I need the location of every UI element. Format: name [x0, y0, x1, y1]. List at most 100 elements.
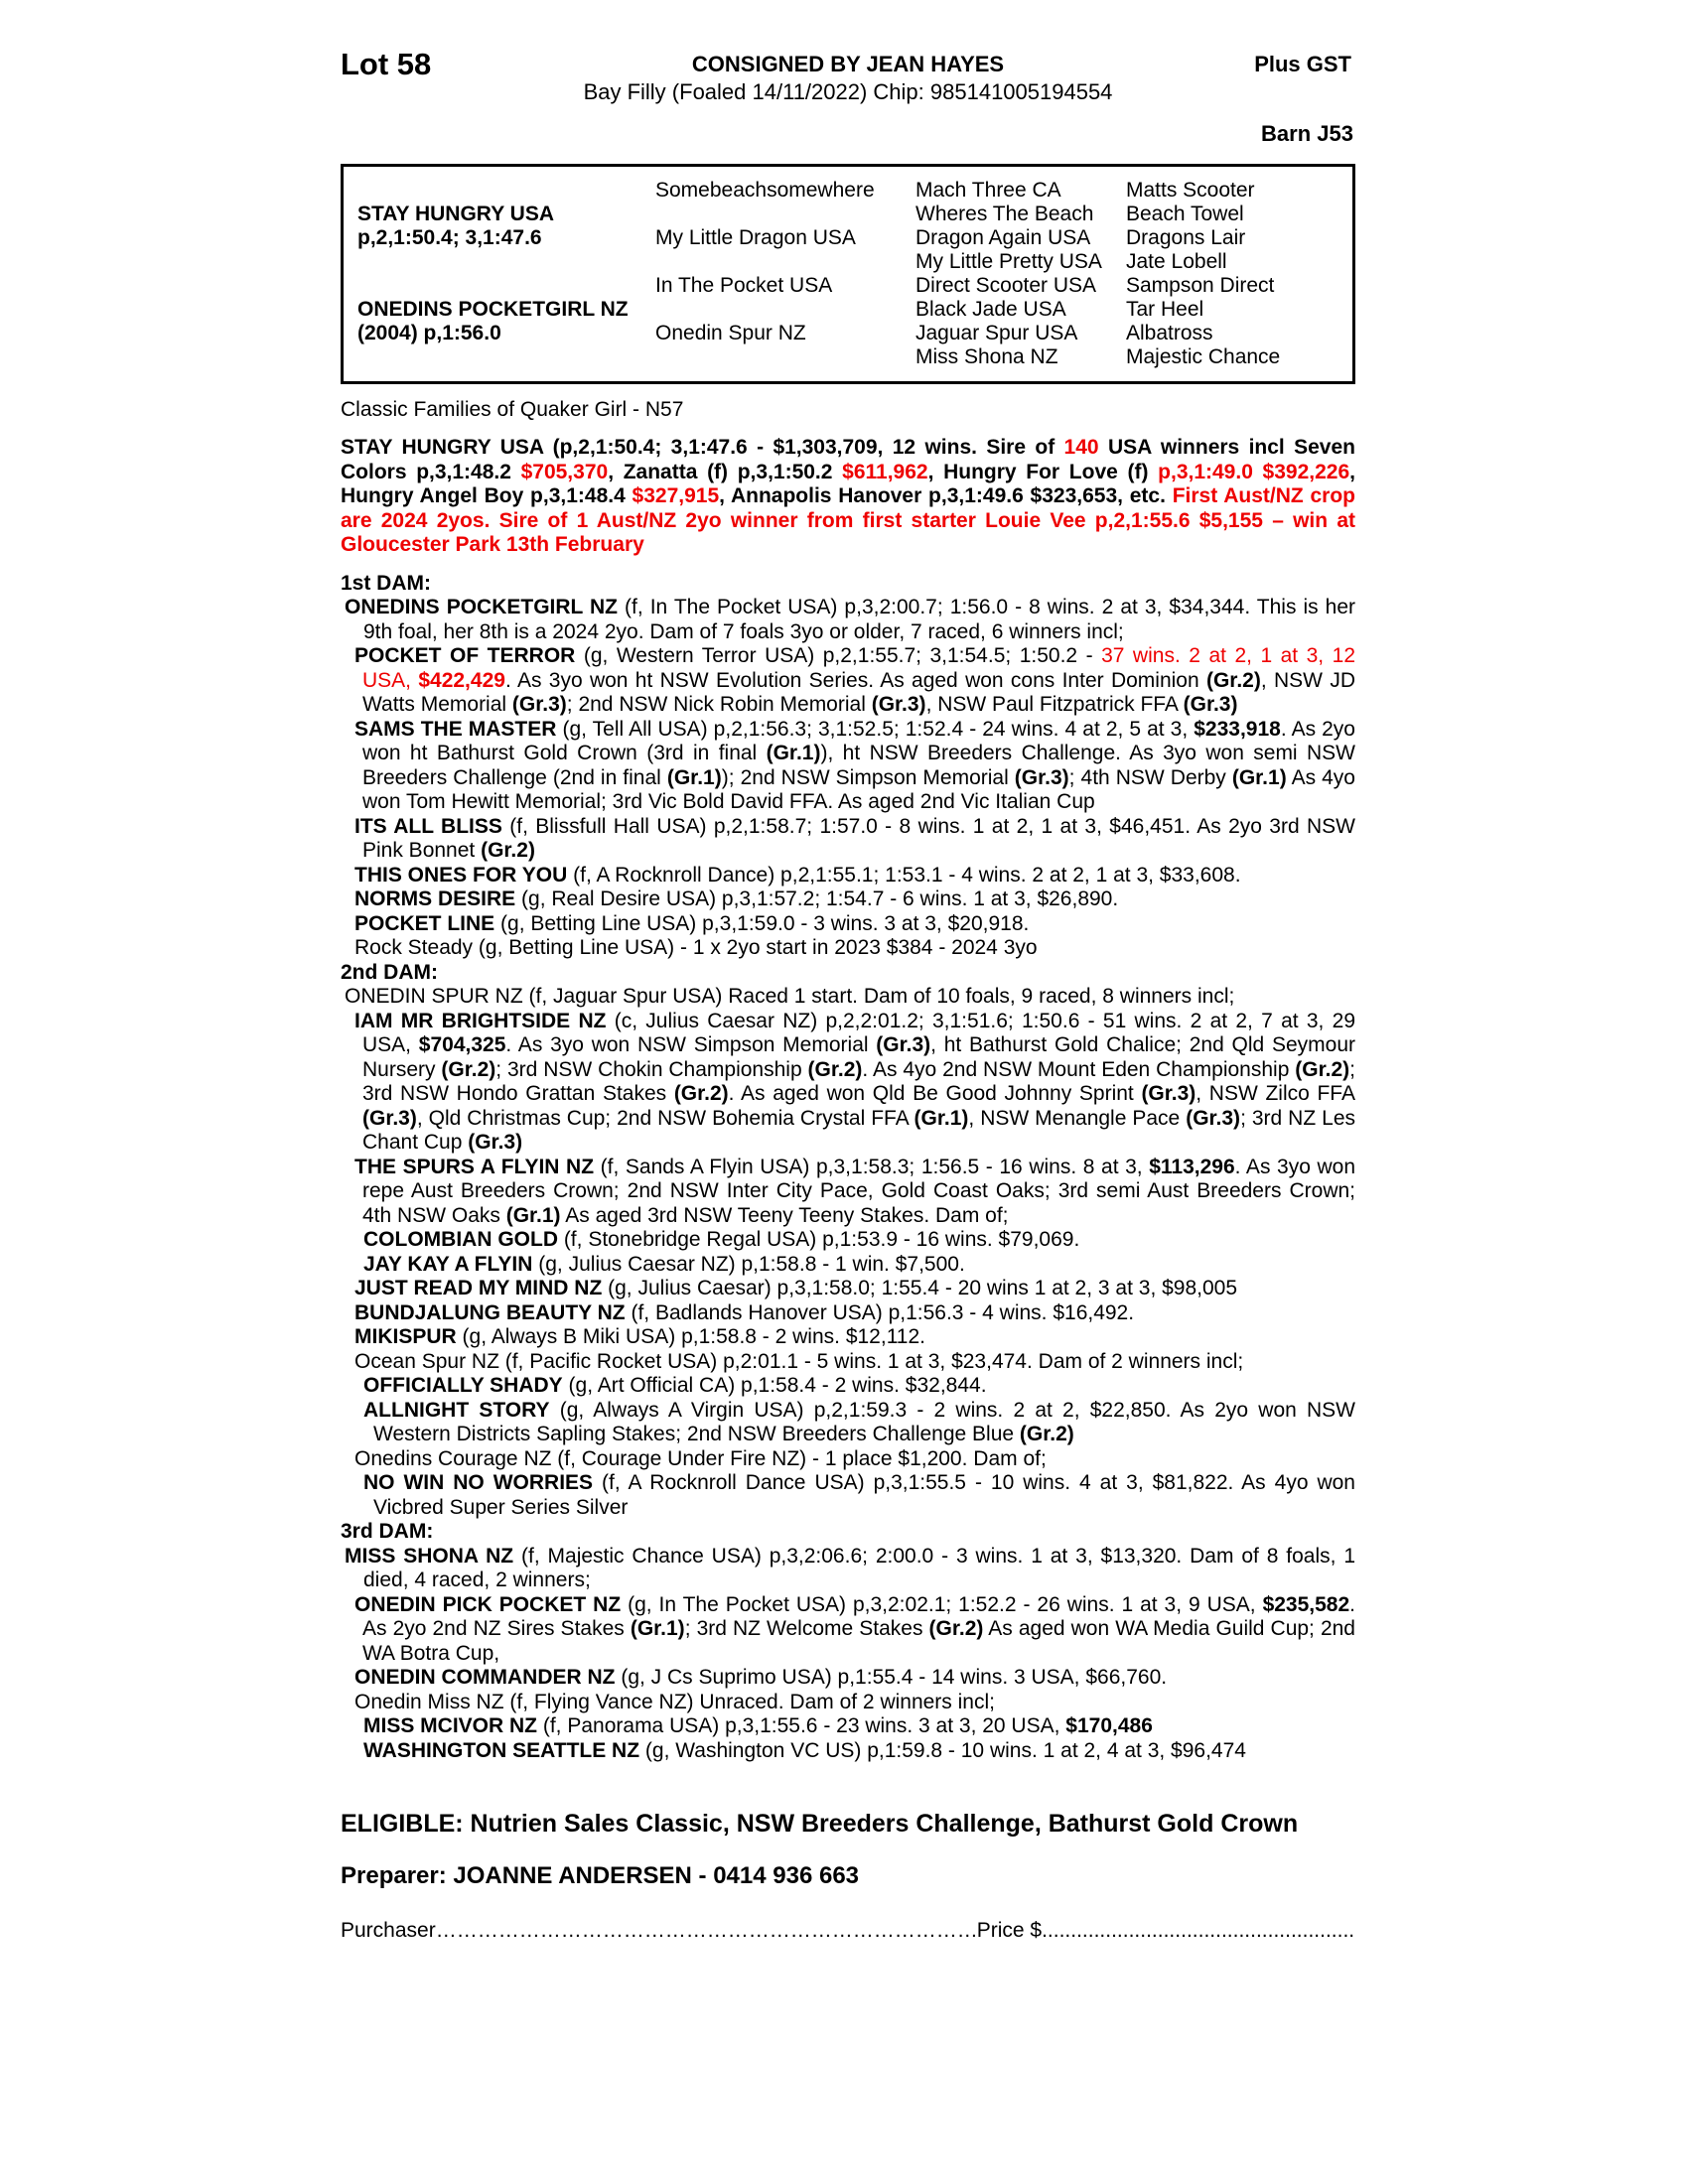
pedigree-entry: NORMS DESIRE (g, Real Desire USA) p,3,1:… [341, 887, 1355, 912]
text-run: (Gr.3) [362, 1106, 417, 1130]
eligible-line: ELIGIBLE: Nutrien Sales Classic, NSW Bre… [341, 1810, 1299, 1838]
pedigree-entry: SAMS THE MASTER (g, Tell All USA) p,2,1:… [341, 718, 1355, 815]
text-run: STAY HUNGRY USA (p,2,1:50.4; 3,1:47.6 - … [341, 436, 1064, 459]
text-run: $235,582 [1262, 1592, 1350, 1616]
text-run: (Gr.2) [807, 1057, 863, 1081]
pedigree-cell: My Little Dragon USA [655, 226, 856, 249]
pedigree-entry: Onedin Miss NZ (f, Flying Vance NZ) Unra… [341, 1691, 1355, 1715]
text-run: (Gr.2) [673, 1082, 729, 1105]
price-dotted-blank: ........................................… [1042, 1919, 1355, 1942]
text-run: ; 2nd NSW Nick Robin Memorial [566, 693, 872, 716]
text-run: (Gr.1) [766, 742, 821, 764]
text-run: . As 3yo won repe Aust Breeders Crown; 2… [362, 1155, 1356, 1227]
text-run: (f, Majestic Chance USA) p,3,2:06.6; 2:0… [363, 1544, 1356, 1592]
text-run: JAY KAY A FLYIN [363, 1252, 533, 1276]
pedigree-entry: Onedins Courage NZ (f, Courage Under Fir… [341, 1447, 1355, 1472]
text-run: (g, Always A Virgin USA) p,2,1:59.3 - 2 … [373, 1398, 1355, 1446]
text-run: (Gr.2) [1019, 1423, 1074, 1445]
pedigree-cell: Direct Scooter USA [915, 274, 1097, 297]
text-run: ; 3rd NZ Welcome Stakes [684, 1617, 929, 1640]
text-run: ALLNIGHT STORY [363, 1398, 550, 1422]
text-run: MISS MCIVOR NZ [363, 1714, 538, 1737]
text-run: , Hungry Angel Boy p,3,1:48.4 [341, 460, 1355, 508]
text-run: $422,429 [418, 668, 505, 692]
pedigree-entry: ONEDIN SPUR NZ (f, Jaguar Spur USA) Race… [341, 985, 1355, 1010]
text-run: Ocean Spur NZ (f, Pacific Rocket USA) p,… [354, 1349, 1244, 1373]
pedigree-cell: STAY HUNGRY USA [357, 203, 554, 225]
pedigree-cell: Sampson Direct [1126, 274, 1275, 297]
text-run: (Gr.3) [871, 693, 926, 716]
pedigree-entry: Rock Steady (g, Betting Line USA) - 1 x … [341, 936, 1355, 961]
text-run: (Gr.1) [630, 1617, 685, 1640]
text-run: , NSW Paul Fitzpatrick FFA [925, 693, 1184, 716]
text-run: . As 3yo won NSW Simpson Memorial [505, 1033, 877, 1056]
pedigree-entry: WASHINGTON SEATTLE NZ (g, Washington VC … [341, 1739, 1355, 1764]
text-run: $170,486 [1065, 1714, 1153, 1737]
text-run: (Gr.2) [481, 839, 535, 862]
pedigree-entry: ONEDIN PICK POCKET NZ (g, In The Pocket … [341, 1593, 1355, 1667]
pedigree-cell: (2004) p,1:56.0 [357, 322, 501, 344]
text-run: (g, In The Pocket USA) p,3,2:02.1; 1:52.… [621, 1592, 1263, 1616]
pedigree-cell: Black Jade USA [915, 298, 1066, 321]
text-run: (Gr.3) [1014, 765, 1069, 789]
purchaser-line: Purchaser ………………………………………………………………………………… [341, 1919, 1355, 1944]
plus-gst-label: Plus GST [1254, 52, 1351, 76]
pedigree-cell: Albatross [1126, 322, 1213, 344]
text-run: As aged 3rd NSW Teeny Teeny Stakes. Dam … [560, 1203, 1009, 1227]
dam-section-label: 1st DAM: [341, 571, 432, 595]
pedigree-cell: Onedin Spur NZ [655, 322, 806, 344]
text-run: (g, Washington VC US) p,1:59.8 - 10 wins… [639, 1738, 1246, 1762]
pedigree-entry: JUST READ MY MIND NZ (g, Julius Caesar) … [341, 1277, 1355, 1301]
text-run: ; 3rd NZ Les Chant Cup [362, 1106, 1355, 1155]
text-run: (Gr.3) [468, 1131, 523, 1154]
dam-section-label: 3rd DAM: [341, 1520, 434, 1543]
text-run: NO WIN NO WORRIES [363, 1471, 594, 1494]
text-run: . As aged won Qld Be Good Johnny Sprint [728, 1082, 1142, 1105]
text-run: . As 3yo won ht NSW Evolution Series. As… [504, 668, 1206, 692]
text-run: Rock Steady (g, Betting Line USA) - 1 x … [354, 936, 1038, 959]
price-label: Price $ [976, 1919, 1043, 1942]
dam-section-label: 2nd DAM: [341, 960, 438, 984]
text-run: (f, Badlands Hanover USA) p,1:56.3 - 4 w… [625, 1300, 1135, 1324]
text-run: (Gr.3) [1186, 1106, 1241, 1130]
pedigree-entry: Ocean Spur NZ (f, Pacific Rocket USA) p,… [341, 1350, 1355, 1375]
text-run: (g, Art Official CA) p,1:58.4 - 2 wins. … [562, 1374, 987, 1397]
pedigree-cell: Majestic Chance [1126, 345, 1281, 368]
text-run: (Gr.3) [1141, 1082, 1196, 1105]
lot-number: Lot 58 [341, 47, 432, 81]
text-run: $327,915 [632, 484, 720, 507]
pedigree-cell: ONEDINS POCKETGIRL NZ [357, 298, 629, 321]
text-run: Onedins Courage NZ (f, Courage Under Fir… [354, 1446, 1047, 1470]
text-run: (Gr.1) [666, 765, 722, 789]
text-run: (g, Always B Miki USA) p,1:58.8 - 2 wins… [456, 1325, 926, 1348]
text-run: SAMS THE MASTER [354, 717, 557, 741]
text-run: ONEDIN COMMANDER NZ [354, 1666, 616, 1689]
text-run: MISS SHONA NZ [345, 1544, 514, 1568]
text-run: (Gr.1) [1231, 765, 1287, 789]
foal-details: Bay Filly (Foaled 14/11/2022) Chip: 9851… [583, 79, 1113, 104]
text-run: USA winners incl Seven Colors p,3,1:48.2 [341, 436, 1355, 483]
pedigree-entry: NO WIN NO WORRIES (f, A Rocknroll Dance … [341, 1471, 1355, 1520]
text-run: OFFICIALLY SHADY [363, 1374, 563, 1397]
pedigree-entry: THIS ONES FOR YOU (f, A Rocknroll Dance)… [341, 864, 1355, 888]
text-run: BUNDJALUNG BEAUTY NZ [354, 1300, 626, 1324]
pedigree-entry: THE SPURS A FLYIN NZ (f, Sands A Flyin U… [341, 1156, 1355, 1229]
text-run: POCKET OF TERROR [354, 644, 576, 667]
consigned-by: CONSIGNED BY JEAN HAYES [691, 52, 1005, 76]
text-run: (c, Julius Caesar NZ) p,2,2:01.2; 3,1:51… [362, 1009, 1355, 1057]
text-run: (f, A Rocknroll Dance USA) p,3,1:55.5 - … [373, 1471, 1355, 1519]
text-run: , Annapolis Hanover p,3,1:49.6 $323,653,… [719, 484, 1173, 507]
pedigree-cell: Tar Heel [1126, 298, 1204, 321]
text-run: (f, Blissfull Hall USA) p,2,1:58.7; 1:57… [362, 814, 1356, 863]
text-run: , NSW Menangle Pace [968, 1106, 1187, 1130]
text-run: , NSW Zilco FFA [1196, 1082, 1355, 1105]
text-run: ONEDIN SPUR NZ (f, Jaguar Spur USA) Race… [345, 985, 1235, 1008]
text-run: (f, In The Pocket USA) p,3,2:00.7; 1:56.… [363, 596, 1355, 643]
pedigree-entry: MISS SHONA NZ (f, Majestic Chance USA) p… [341, 1545, 1355, 1593]
text-run: POCKET LINE [354, 911, 495, 935]
text-run: ; 3rd NSW Chokin Championship [495, 1057, 808, 1081]
pedigree-cell: Mach Three CA [915, 179, 1061, 202]
pedigree-cell: Dragons Lair [1126, 226, 1246, 249]
pedigree-entry: MIKISPUR (g, Always B Miki USA) p,1:58.8… [341, 1325, 1355, 1350]
text-run: (Gr.2) [1295, 1057, 1350, 1081]
